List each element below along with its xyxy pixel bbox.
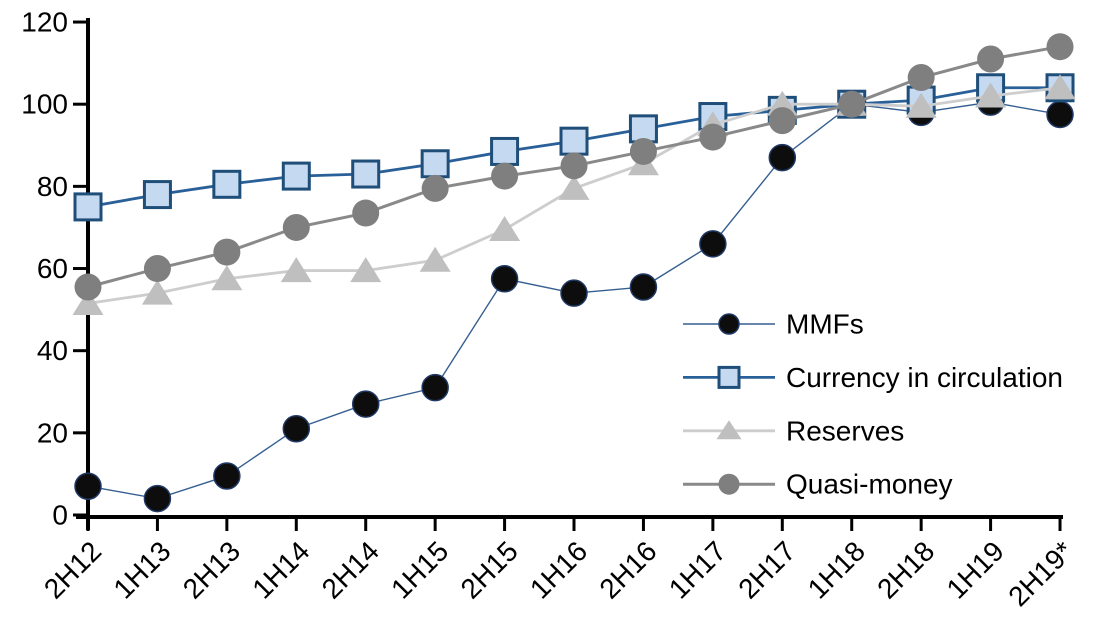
legend-item-quasi-money-point-marker bbox=[718, 473, 740, 495]
series-currency-in-circulation-point-marker bbox=[490, 136, 520, 166]
series-reserves-point-marker bbox=[1044, 74, 1076, 100]
x-tick-label: 1H16 bbox=[524, 535, 593, 604]
y-tick-label: 0 bbox=[52, 500, 68, 531]
x-tick-label: 2H15 bbox=[455, 535, 524, 604]
legend-item-mmfs-label: MMFs bbox=[786, 309, 864, 340]
y-tick-label: 100 bbox=[21, 89, 68, 120]
series-currency-in-circulation-point-marker bbox=[73, 192, 103, 222]
y-tick-label: 80 bbox=[37, 171, 68, 202]
series-quasi-money-point-marker bbox=[421, 174, 449, 202]
legend-item-mmfs-point-marker bbox=[718, 313, 740, 335]
series-mmfs-point-marker bbox=[421, 373, 449, 402]
series-quasi-money-point-marker bbox=[699, 123, 727, 151]
legend-item-currency-in-circulation-point-marker bbox=[717, 365, 741, 389]
series-mmfs-point-marker bbox=[699, 230, 727, 258]
series-currency-in-circulation-point-marker bbox=[212, 169, 242, 199]
series-quasi-money-point-marker bbox=[977, 45, 1005, 73]
series-reserves-point-marker bbox=[975, 82, 1007, 108]
x-tick-label: 1H13 bbox=[107, 535, 176, 604]
series-mmfs-point-marker bbox=[213, 462, 241, 490]
series-mmfs-point-marker bbox=[490, 265, 519, 293]
series-mmfs-point-marker bbox=[282, 414, 311, 443]
series-currency-in-circulation-point-marker bbox=[420, 149, 450, 179]
x-tick-label: 2H14 bbox=[316, 535, 385, 604]
y-tick-label: 40 bbox=[37, 335, 68, 366]
x-tick-label: 1H17 bbox=[663, 535, 732, 604]
series-quasi-money-point-marker bbox=[143, 255, 171, 283]
series-quasi-money-point-marker bbox=[768, 107, 796, 135]
series-quasi-money-point-marker bbox=[74, 273, 102, 301]
series-mmfs-point-marker bbox=[74, 472, 102, 500]
series-quasi-money-point-marker bbox=[629, 137, 657, 165]
x-tick-label: 1H15 bbox=[385, 535, 454, 604]
legend-item-currency-in-circulation-label: Currency in circulation bbox=[786, 362, 1063, 393]
series-quasi-money-point-marker bbox=[838, 90, 866, 118]
series-quasi-money-point-marker bbox=[352, 199, 380, 227]
series-reserves-point-marker bbox=[766, 90, 798, 116]
y-tick-label: 20 bbox=[37, 417, 68, 448]
series-currency-in-circulation-point-marker bbox=[351, 159, 381, 189]
series-mmfs-point-marker bbox=[768, 143, 797, 172]
series-reserves-point-marker bbox=[489, 215, 521, 241]
series-currency-in-circulation-point-marker bbox=[281, 161, 311, 191]
series-mmfs-point-marker bbox=[560, 279, 588, 307]
series-reserves-point-marker bbox=[211, 265, 243, 291]
series-reserves-point-marker bbox=[141, 279, 173, 305]
series-mmfs-point-marker bbox=[351, 390, 380, 418]
series-mmfs-point-marker bbox=[143, 484, 172, 513]
x-tick-label: 1H18 bbox=[802, 535, 871, 604]
series-reserves-point-marker bbox=[280, 257, 312, 283]
series-mmfs-point-marker bbox=[1046, 100, 1074, 129]
series-reserves-point-marker bbox=[419, 246, 451, 272]
series-quasi-money-point-marker bbox=[560, 152, 588, 180]
legend-item-quasi-money-label: Quasi-money bbox=[786, 469, 953, 500]
series-reserves-point-marker bbox=[350, 257, 382, 283]
y-tick-label: 120 bbox=[21, 7, 68, 38]
series-quasi-money-point-marker bbox=[1046, 33, 1074, 61]
x-tick-label: 2H16 bbox=[593, 535, 662, 604]
x-tick-label: 2H19* bbox=[1002, 535, 1079, 612]
x-tick-label: 1H14 bbox=[246, 535, 315, 604]
series-quasi-money-point-marker bbox=[907, 63, 935, 91]
y-tick-label: 60 bbox=[37, 253, 68, 284]
series-quasi-money-point-marker bbox=[213, 238, 241, 266]
series-currency-in-circulation-point-marker bbox=[142, 180, 172, 210]
x-tick-label: 1H19 bbox=[941, 535, 1010, 604]
series-mmfs-point-marker bbox=[629, 273, 658, 301]
x-tick-label: 2H17 bbox=[732, 535, 801, 604]
x-tick-label: 2H12 bbox=[38, 535, 107, 604]
series-reserves-point-marker bbox=[558, 174, 590, 200]
series-reserves-point-marker bbox=[905, 92, 937, 118]
legend-item-reserves-label: Reserves bbox=[786, 415, 904, 446]
legend-item-reserves-point-marker bbox=[716, 420, 742, 440]
series-quasi-money-point-marker bbox=[282, 213, 310, 241]
series-currency-in-circulation-point-marker bbox=[559, 126, 589, 156]
series-reserves-point-marker bbox=[72, 289, 104, 315]
series-quasi-money-point-marker bbox=[491, 162, 519, 190]
x-tick-label: 2H13 bbox=[177, 535, 246, 604]
x-tick-label: 2H18 bbox=[871, 535, 940, 604]
